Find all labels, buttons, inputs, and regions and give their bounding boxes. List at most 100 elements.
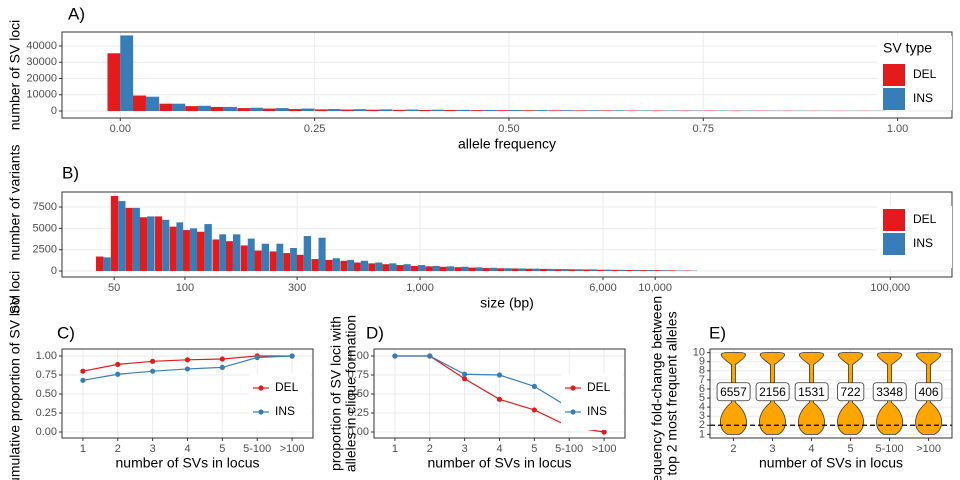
bar <box>661 270 669 272</box>
point <box>150 358 156 364</box>
bar <box>497 268 505 272</box>
bar <box>582 269 590 272</box>
bar <box>303 236 312 272</box>
y-tick-label: 0 <box>51 265 57 277</box>
plot-border <box>61 348 314 439</box>
bar <box>147 216 155 272</box>
y-axis-title: cumulative proportion of SV loci <box>7 295 23 480</box>
bar <box>250 107 263 112</box>
bar <box>417 265 426 272</box>
y-tick-label: 3 <box>699 410 705 422</box>
legend-label: DEL <box>587 380 611 394</box>
bar <box>432 265 440 272</box>
x-tick-label: 6,000 <box>589 282 617 294</box>
legend-key <box>883 88 905 110</box>
bar <box>586 110 600 112</box>
x-tick-label: 4 <box>184 443 190 455</box>
x-tick-label: 5 <box>219 443 225 455</box>
bar <box>611 269 619 272</box>
y-tick-label: 1.00 <box>348 350 369 362</box>
y-tick-label: 30000 <box>26 56 57 68</box>
y-tick-label: 5 <box>699 392 705 404</box>
point <box>219 356 225 362</box>
bar <box>185 106 199 112</box>
bar <box>573 110 587 112</box>
x-tick-label: 5-100 <box>875 443 903 455</box>
x-tick-label: 2 <box>115 443 121 455</box>
bar <box>647 270 655 272</box>
bar <box>162 219 170 272</box>
bar <box>325 259 333 272</box>
bar <box>145 96 160 112</box>
count-label: 722 <box>841 385 861 399</box>
bar <box>276 243 284 272</box>
bar <box>379 109 393 112</box>
legend-key <box>258 409 264 415</box>
point <box>427 353 433 359</box>
bar <box>262 108 276 112</box>
legend-key <box>570 385 576 391</box>
bar <box>604 269 612 272</box>
y-tick-label: 0.25 <box>348 407 369 419</box>
x-tick-label: 0.50 <box>498 123 519 135</box>
bar <box>568 269 576 272</box>
y-axis-title: number of SV loci <box>7 20 23 131</box>
bar <box>340 260 348 272</box>
bar <box>639 270 648 272</box>
bar <box>288 109 302 112</box>
bar <box>212 239 220 272</box>
x-tick-label: 50 <box>108 282 120 294</box>
bar <box>539 268 548 272</box>
bar <box>318 237 326 272</box>
y-tick-label: 8 <box>699 365 705 377</box>
bar <box>561 110 574 112</box>
bar <box>360 260 369 272</box>
y-tick-label: 4 <box>699 401 705 413</box>
x-tick-label: >100 <box>592 443 617 455</box>
point <box>184 366 191 372</box>
point <box>80 368 86 374</box>
bar <box>340 109 354 112</box>
bar <box>368 263 376 272</box>
y-axis-title: proportion of SV loci with <box>328 316 344 471</box>
y-tick-label: 5000 <box>33 222 57 234</box>
x-axis-title: number of SVs in locus <box>759 455 903 471</box>
count-box <box>794 382 829 402</box>
legend-key <box>570 409 576 415</box>
bar <box>196 231 205 272</box>
bar <box>554 269 562 272</box>
panel-tag: B) <box>62 163 79 182</box>
bar <box>169 226 177 272</box>
bar <box>443 110 457 112</box>
bar <box>534 110 548 112</box>
point <box>531 407 537 413</box>
y-axis-title: number of variants <box>7 145 23 261</box>
bar <box>132 95 146 112</box>
count-label: 406 <box>919 385 939 399</box>
y-tick-label: 0.50 <box>36 388 57 400</box>
bar <box>482 268 490 272</box>
panel: 0.00 0.25 0.50 0.75 1.00 1 2 3 4 5 5-100 >100 D) numb… <box>328 315 626 472</box>
bar <box>347 259 355 272</box>
bar <box>403 264 411 272</box>
bar <box>468 267 476 272</box>
x-tick-label: 3 <box>150 443 156 455</box>
bar <box>489 267 498 272</box>
bar <box>107 53 121 112</box>
x-tick-label: 5 <box>847 443 853 455</box>
x-tick-label: 100,000 <box>870 282 910 294</box>
bar <box>525 268 533 272</box>
bar <box>223 106 237 112</box>
bar <box>155 216 163 272</box>
x-axis-title: allele frequency <box>458 136 556 152</box>
panel: 0.00 0.25 0.50 0.75 1.00 1 2 3 4 5 5-100 >100 C) numb… <box>7 295 314 480</box>
y-tick-label: 20000 <box>26 72 57 84</box>
x-tick-label: 5-100 <box>555 443 583 455</box>
bar <box>210 106 224 112</box>
legend-label: INS <box>587 404 607 418</box>
x-tick-label: 3 <box>769 443 775 455</box>
x-tick-label: 5 <box>531 443 537 455</box>
bar <box>664 110 678 112</box>
bar <box>204 224 212 272</box>
bar <box>172 103 186 112</box>
